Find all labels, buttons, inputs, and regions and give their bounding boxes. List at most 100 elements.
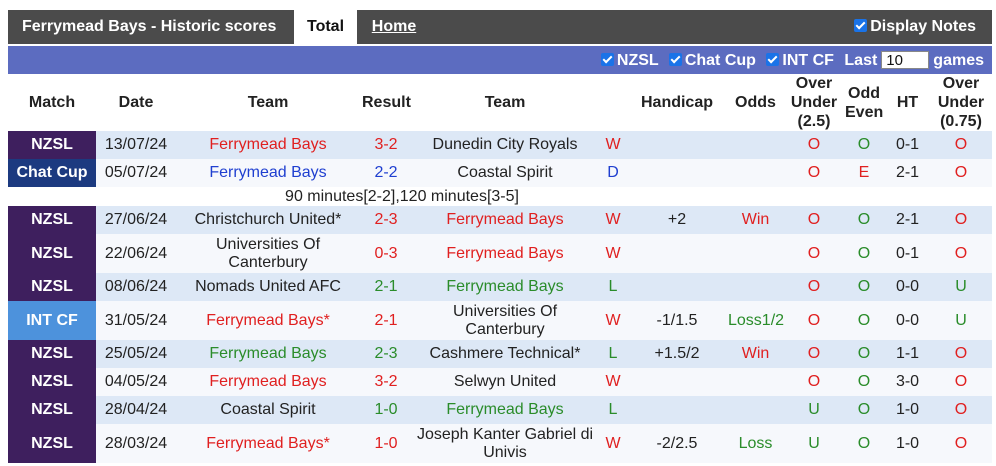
half-time: 0-0: [895, 278, 920, 295]
over-under: U: [808, 434, 820, 452]
match-type: INT CF: [8, 301, 96, 340]
column-header: Over Under (0.75): [937, 75, 985, 130]
column-header: Over Under (2.5): [790, 75, 838, 130]
over-under-075: O: [954, 136, 968, 153]
date: 25/05/24: [104, 345, 168, 362]
half-time: 2-1: [895, 164, 920, 181]
odd-even: O: [857, 373, 871, 390]
result: W: [605, 373, 621, 390]
filters: NZSL Chat Cup INT CF Last 10 games: [595, 51, 984, 70]
match-type: NZSL: [8, 368, 96, 396]
checkbox[interactable]: [668, 53, 682, 66]
half-time: 0-1: [895, 136, 920, 153]
match-row: NZSL 22/06/24 Universities Of Canterbury 0-…: [8, 234, 992, 273]
over-under: O: [807, 244, 821, 262]
result: L: [608, 278, 618, 295]
odds: [726, 273, 785, 301]
label: Chat Cup: [684, 52, 756, 69]
filter[interactable]: Chat Cup: [668, 52, 756, 69]
label: INT CF: [782, 52, 834, 69]
result: L: [608, 401, 618, 418]
odd-even: O: [857, 211, 871, 228]
over-under: O: [807, 311, 821, 329]
date: 27/06/24: [104, 211, 168, 228]
date: 04/05/24: [104, 373, 168, 390]
over-under: O: [807, 136, 821, 153]
result: W: [605, 244, 621, 262]
handicap: [628, 396, 726, 424]
column-header: Date: [118, 94, 154, 111]
column-header: Match: [28, 94, 76, 111]
score: 2-1: [374, 311, 398, 329]
away-team: Cashmere Technical*: [429, 345, 581, 362]
home-team: Ferrymead Bays: [209, 164, 327, 181]
checkbox[interactable]: [600, 53, 614, 66]
odd-even: O: [857, 244, 871, 262]
odd-even: E: [858, 164, 870, 181]
over-under-075: O: [954, 345, 968, 362]
home-team: Nomads United AFC: [195, 278, 341, 295]
score: 3-2: [374, 373, 398, 390]
score: 0-3: [374, 244, 398, 262]
score: 2-2: [374, 164, 398, 181]
handicap: [628, 131, 726, 159]
match-type: Chat Cup: [8, 159, 96, 187]
half-time: 2-1: [895, 211, 920, 228]
half-time: 3-0: [895, 373, 920, 390]
match-row: NZSL 28/04/24 Coastal Spirit 1-0 Ferrymead B…: [8, 396, 992, 424]
column-header: Result: [362, 94, 411, 111]
scores-table: Match Date Team Result Team Handicap Odds Over …: [8, 74, 992, 463]
tab[interactable]: Total: [294, 10, 357, 44]
column-header: Odd Even: [845, 84, 884, 121]
handicap: [628, 234, 726, 273]
over-under-075: O: [954, 211, 968, 228]
odds: [726, 131, 785, 159]
handicap: -1/1.5: [656, 311, 698, 329]
column-header: Team: [247, 94, 289, 111]
match-type: NZSL: [8, 206, 96, 234]
home-team: Coastal Spirit: [220, 401, 316, 418]
odd-even: O: [857, 278, 871, 295]
date: 28/04/24: [104, 401, 168, 418]
checkbox[interactable]: [854, 19, 868, 32]
half-time: 1-1: [895, 345, 920, 362]
away-team: Ferrymead Bays: [446, 211, 564, 228]
half-time: 0-1: [895, 244, 920, 262]
top-bar: Ferrymead Bays - Historic scores Total H…: [8, 10, 992, 44]
count-select[interactable]: 10: [881, 51, 930, 69]
away-team: Ferrymead Bays: [446, 244, 564, 262]
odds: [726, 368, 785, 396]
last-label: Last: [844, 52, 878, 69]
odds: [726, 234, 785, 273]
result: W: [605, 136, 621, 153]
score: 1-0: [374, 401, 398, 418]
column-header: Odds: [735, 94, 776, 111]
date: 22/06/24: [104, 244, 168, 262]
over-under: O: [807, 373, 821, 390]
match-row: NZSL 04/05/24 Ferrymead Bays 3-2 Selwyn Unit…: [8, 368, 992, 396]
half-time: 1-0: [895, 401, 920, 418]
date: 05/07/24: [104, 164, 168, 181]
handicap: -2/2.5: [656, 434, 698, 452]
match-row: NZSL 27/06/24 Christchurch United* 2-3 Ferry…: [8, 206, 992, 234]
home-team: Ferrymead Bays: [209, 136, 327, 153]
tab[interactable]: Home: [371, 18, 417, 35]
handicap: [628, 159, 726, 187]
odd-even: O: [857, 345, 871, 362]
result: D: [607, 164, 619, 181]
filter[interactable]: INT CF: [766, 52, 834, 69]
filter[interactable]: NZSL: [600, 52, 658, 69]
match-row: NZSL 08/06/24 Nomads United AFC 2-1 Ferrymea…: [8, 273, 992, 301]
over-under-075: O: [954, 434, 968, 452]
checkbox[interactable]: [766, 53, 780, 66]
note-row: 90 minutes[2-2],120 minutes[3-5]: [8, 187, 992, 206]
handicap: [628, 368, 726, 396]
result: L: [608, 345, 618, 362]
odd-even: O: [857, 401, 871, 418]
result: W: [605, 434, 621, 452]
display-notes[interactable]: Display Notes: [854, 18, 976, 36]
match-type: NZSL: [8, 131, 96, 159]
match-type: NZSL: [8, 234, 96, 273]
over-under-075: U: [955, 278, 967, 295]
